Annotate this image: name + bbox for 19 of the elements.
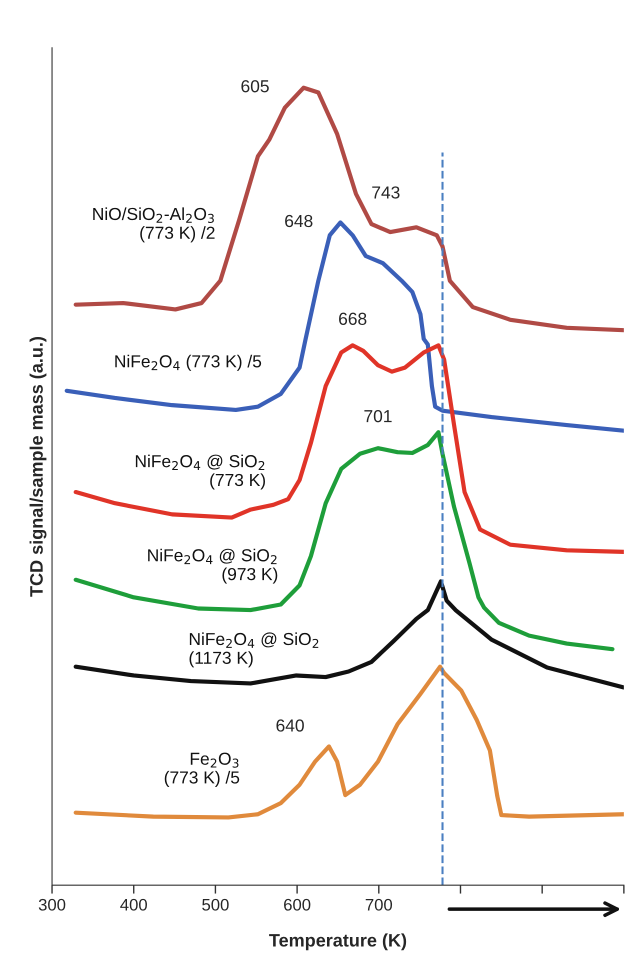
annotation: 640: [276, 719, 304, 732]
annotation: 668: [339, 312, 366, 325]
annotation: 648: [285, 214, 312, 228]
x-tick-label: 700: [366, 898, 392, 911]
x-axis-title: Temperature (K): [269, 933, 406, 950]
x-tick-label: 600: [284, 898, 310, 911]
series-label: NiO/SiO$_{2}$-Al$_{2}$O$_{3}$ (773 K) /2: [93, 207, 215, 242]
x-tick-label: 300: [38, 898, 66, 911]
x-tick-label: 400: [120, 898, 147, 911]
annotation: 701: [364, 410, 392, 422]
series-label: NiFe$_{2}$O$_{4}$ (773 K) /5: [115, 354, 262, 371]
annotation: 743: [372, 186, 400, 199]
series-label: NiFe$_{2}$O$_{4}$ @ SiO$_{2}$ (773 K): [136, 454, 265, 490]
text: NiFe$_{2}$O$_{4}$ @ SiO$_{2}$ (1173 K): [190, 632, 318, 668]
annotation: 605: [241, 80, 269, 92]
series-label: NiFe$_{2}$O$_{4}$ @ SiO$_{2}$ (973 K): [148, 548, 278, 584]
y-axis-title: TCD signal/sample mass (a.u.): [30, 336, 46, 597]
x-tick-label: 500: [202, 898, 229, 911]
series-label: Fe$_{2}$O$_{3}$ (773 K) /5: [164, 752, 240, 788]
